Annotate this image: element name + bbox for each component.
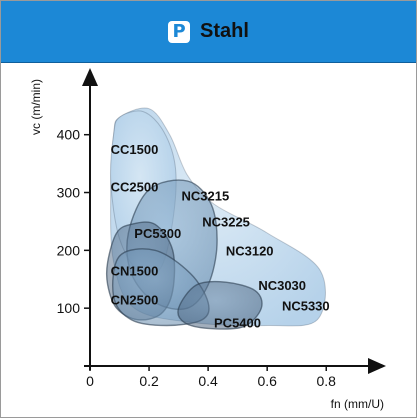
y-tick-label: 100 [57,300,81,316]
grade-label-nc3030: NC3030 [258,278,306,293]
grade-label-cc1500: CC1500 [111,142,159,157]
grade-label-cn1500: CN1500 [111,264,159,279]
y-tick-label: 300 [57,185,81,201]
ticks-layer: 0 0.2 0.4 0.6 0.8 100 200 300 400 [57,127,337,389]
grade-label-nc3225: NC3225 [202,214,250,229]
grade-label-pc5300: PC5300 [134,226,181,241]
grade-label-nc3120: NC3120 [226,243,274,258]
axes-layer [82,68,386,374]
chart-header: P Stahl [1,1,416,63]
grade-label-nc3215: NC3215 [182,188,230,203]
grade-label-nc5330: NC5330 [282,298,330,313]
material-group-badge: P [168,20,191,43]
x-tick-label: 0 [86,373,94,389]
grade-label-cn2500: CN2500 [111,293,159,308]
y-tick-label: 200 [57,242,81,258]
x-tick-label: 0.2 [139,373,159,389]
grade-label-cc2500: CC2500 [111,180,159,195]
y-axis-label: vc (m/min) [29,79,43,135]
x-tick-label: 0.6 [257,373,277,389]
y-tick-label: 400 [57,127,81,143]
grade-label-pc5400: PC5400 [214,316,261,331]
x-tick-label: 0.4 [198,373,218,389]
regions-layer [105,107,326,330]
x-tick-label: 0.8 [317,373,337,389]
x-axis-label: fn (mm/U) [331,397,384,411]
chart-title: Stahl [200,20,249,42]
grade-labels-layer: CC1500 CC2500 NC3215 NC3225 PC5300 NC3120 CN15… [111,142,330,330]
region-pc5400 [177,280,263,330]
